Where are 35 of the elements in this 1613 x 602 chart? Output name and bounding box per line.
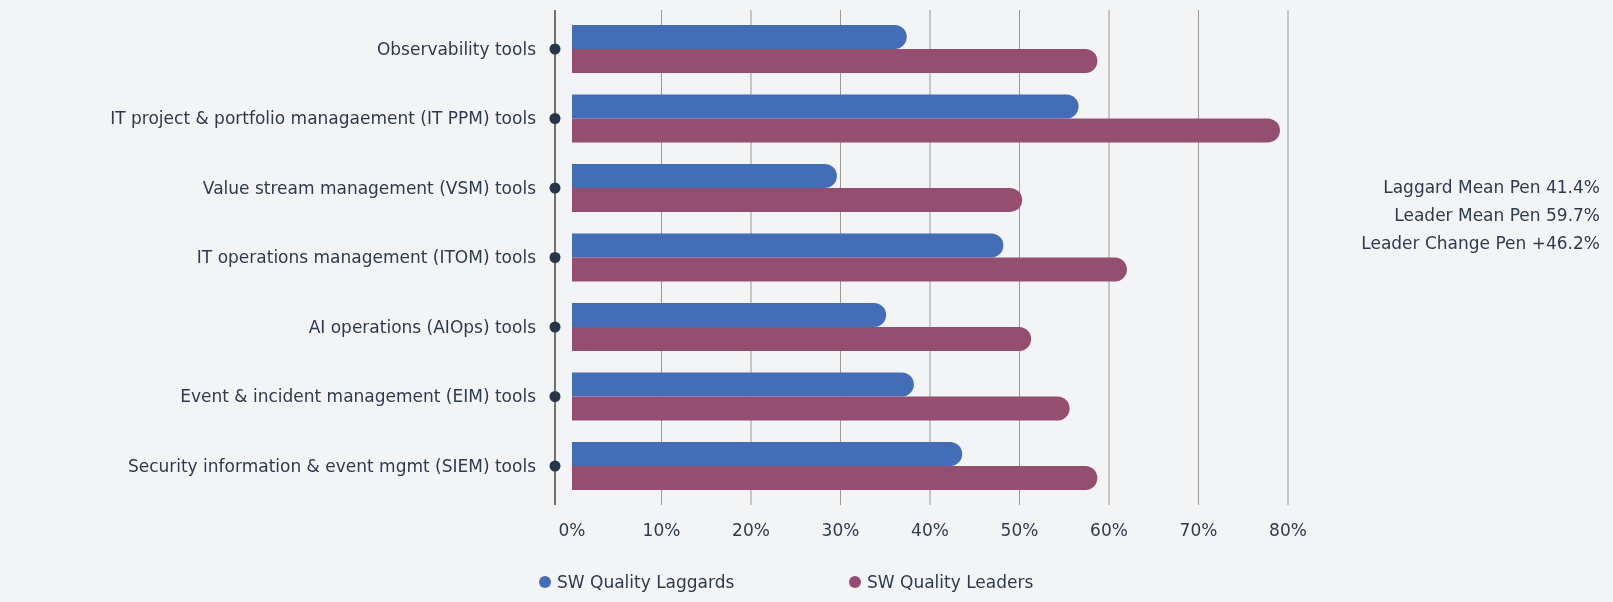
y-tick-label: Event & incident management (EIM) tools	[180, 386, 537, 407]
bar	[572, 466, 1098, 490]
bar	[572, 442, 963, 466]
x-tick-label: 10%	[642, 519, 681, 540]
x-tick-label: 50%	[1000, 519, 1039, 540]
y-tick-label: AI operations (AIOps) tools	[308, 316, 537, 337]
y-tick-label: IT operations management (ITOM) tools	[196, 247, 537, 268]
text: Laggard Mean Pen 41.4%	[1383, 177, 1600, 197]
y-tick-label: Security information & event mgmt (SIEM) tools	[127, 455, 537, 476]
y-tick-label: IT project & portfolio managaement (IT PPM) tools	[110, 108, 537, 129]
bar	[572, 188, 1023, 212]
y-tick-label: Observability tools	[376, 38, 537, 59]
x-tick-label: 40%	[911, 519, 949, 540]
x-tick-label: 80%	[1269, 519, 1307, 540]
bar	[572, 118, 1280, 143]
bar	[572, 49, 1098, 73]
text: Leader Change Pen +46.2%	[1361, 233, 1600, 253]
x-tick-label: 20%	[732, 519, 770, 540]
bar	[572, 25, 907, 49]
bar	[572, 372, 914, 397]
bar	[572, 257, 1127, 282]
bar	[572, 94, 1079, 119]
bar	[572, 327, 1032, 351]
bar	[572, 396, 1070, 421]
y-tick-label: Value stream management (VSM) tools	[202, 177, 537, 198]
legend-label: SW Quality Laggards	[557, 571, 735, 592]
x-tick-label: 0%	[558, 519, 586, 540]
text: Leader Mean Pen 59.7%	[1394, 205, 1600, 225]
legend-label: SW Quality Leaders	[867, 571, 1034, 592]
x-tick-label: 60%	[1090, 519, 1128, 540]
bar	[572, 164, 837, 188]
x-tick-label: 30%	[821, 519, 860, 540]
bar	[572, 303, 887, 327]
x-tick-label: 70%	[1179, 519, 1218, 540]
bar	[572, 233, 1004, 258]
